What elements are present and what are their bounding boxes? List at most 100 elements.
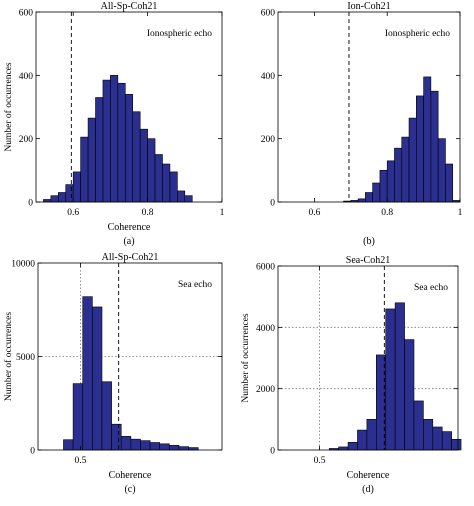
x-axis-label: Coherence xyxy=(347,470,390,481)
histogram-bar xyxy=(357,198,366,203)
histogram-bar xyxy=(365,192,373,203)
histogram-bar xyxy=(394,302,405,451)
y-tick-label: 4000 xyxy=(256,324,275,334)
x-axis-label: Coherence xyxy=(109,470,152,481)
histogram-bar xyxy=(423,76,432,203)
histogram-bar xyxy=(139,128,148,203)
histogram-bar xyxy=(445,163,454,203)
x-tick-label: 0.6 xyxy=(308,208,320,218)
histogram-bar xyxy=(385,308,396,451)
histogram-bar xyxy=(432,426,443,451)
histogram-bar xyxy=(366,419,377,451)
histogram-bar xyxy=(408,117,417,203)
histogram-bar xyxy=(169,171,178,203)
histogram-bar xyxy=(401,136,410,203)
histogram-bar xyxy=(147,138,156,203)
histogram-bar xyxy=(413,400,424,451)
x-tick-label: 0.8 xyxy=(381,208,393,218)
y-tick-label: 400 xyxy=(261,72,276,82)
panel-label: (c) xyxy=(124,484,135,495)
y-axis-label: Number of occurrences xyxy=(240,313,251,402)
histogram-bar xyxy=(178,446,189,451)
histogram-bar xyxy=(72,383,84,451)
histogram-bar xyxy=(72,171,81,203)
series-annotation: Sea echo xyxy=(178,280,212,290)
histogram-bar xyxy=(149,442,161,451)
panel-b: 0 200 400 600 0.6 0.8 1 Ion-Coh21 Ionospheric ec… xyxy=(261,1,463,247)
histogram-bar xyxy=(177,190,186,203)
histogram-bar xyxy=(87,117,96,203)
panel-label: (a) xyxy=(123,236,134,247)
y-tick-label: 6000 xyxy=(256,263,275,273)
histogram-bar xyxy=(357,429,368,451)
y-tick-label: 200 xyxy=(261,135,276,145)
histogram-bar xyxy=(347,442,358,451)
histogram-bar xyxy=(82,296,93,451)
histogram-bar xyxy=(102,79,111,203)
histogram-bar xyxy=(50,195,59,203)
panel-c: 0 5000 10000 0.5 All-Sp-Coh21 Sea echo Coheren… xyxy=(3,252,223,495)
axes-frame xyxy=(277,11,461,203)
histogram-bar xyxy=(169,445,180,451)
histogram-bar xyxy=(404,339,415,451)
histogram-bar xyxy=(92,306,103,451)
histogram-bar xyxy=(441,431,452,451)
y-tick-label: 2000 xyxy=(256,385,275,395)
panel-label: (b) xyxy=(363,236,375,247)
y-axis-label: Number of occurrences xyxy=(3,312,14,401)
histogram-bar xyxy=(120,436,132,451)
histogram-bar xyxy=(101,381,112,451)
axes-frame xyxy=(35,11,223,203)
histogram-bar xyxy=(80,136,89,203)
histogram-bar xyxy=(63,439,74,451)
histogram-bar xyxy=(338,446,349,451)
series-annotation: Sea echo xyxy=(414,283,448,293)
histogram-bar xyxy=(162,163,171,203)
histogram-bar xyxy=(95,97,104,203)
chart-title: All-Sp-Coh21 xyxy=(101,1,158,12)
histogram-bar xyxy=(379,170,388,203)
y-tick-label: 0 xyxy=(30,447,35,457)
x-tick-label: 0.8 xyxy=(142,208,154,218)
series-annotation: Ionospheric echo xyxy=(147,29,212,39)
x-tick-label: 1 xyxy=(458,208,463,218)
y-axis-label: Number of occurrences xyxy=(3,62,14,151)
y-tick-label: 0 xyxy=(270,199,275,209)
y-tick-label: 5000 xyxy=(16,353,35,363)
histogram-bar xyxy=(451,438,462,451)
histogram-bar xyxy=(372,182,381,203)
x-tick-label: 0.5 xyxy=(75,456,87,466)
histogram-bar xyxy=(437,138,446,203)
histogram-bar xyxy=(132,111,141,203)
y-tick-label: 600 xyxy=(19,9,34,19)
histogram-bar xyxy=(130,438,141,451)
histogram-bar xyxy=(416,95,424,203)
histogram-bar xyxy=(159,443,170,451)
y-tick-label: 200 xyxy=(19,135,34,145)
x-axis-label: Coherence xyxy=(108,222,151,233)
x-tick-label: 0.5 xyxy=(314,456,326,466)
panel-a: 0 200 400 600 0.6 0.8 1 All-Sp-Coh21 Ionospheric… xyxy=(3,1,225,247)
histogram-bar xyxy=(430,90,439,203)
chart-title: All-Sp-Coh21 xyxy=(102,252,159,263)
histogram-bar xyxy=(140,440,151,451)
histogram-bar xyxy=(58,192,67,203)
histogram-bar xyxy=(423,419,434,451)
histogram-bar xyxy=(394,147,403,203)
histogram-bar xyxy=(184,195,193,203)
x-tick-label: 0.6 xyxy=(67,208,79,218)
y-tick-label: 0 xyxy=(28,199,33,209)
histogram-bar xyxy=(154,154,163,203)
histogram-bar xyxy=(124,94,134,203)
histogram-bar xyxy=(110,75,119,203)
y-tick-label: 400 xyxy=(19,72,34,82)
histogram-bar xyxy=(117,82,126,203)
histogram-bar xyxy=(65,184,74,203)
y-tick-label: 0 xyxy=(270,447,275,457)
panel-d: 0 2000 4000 6000 0.5 Sea-Coh21 Sea echo Coheren… xyxy=(240,255,462,495)
axes-frame xyxy=(277,265,459,451)
series-annotation: Ionospheric echo xyxy=(385,29,450,39)
y-tick-label: 10000 xyxy=(11,260,35,270)
histogram-bar xyxy=(386,160,395,203)
